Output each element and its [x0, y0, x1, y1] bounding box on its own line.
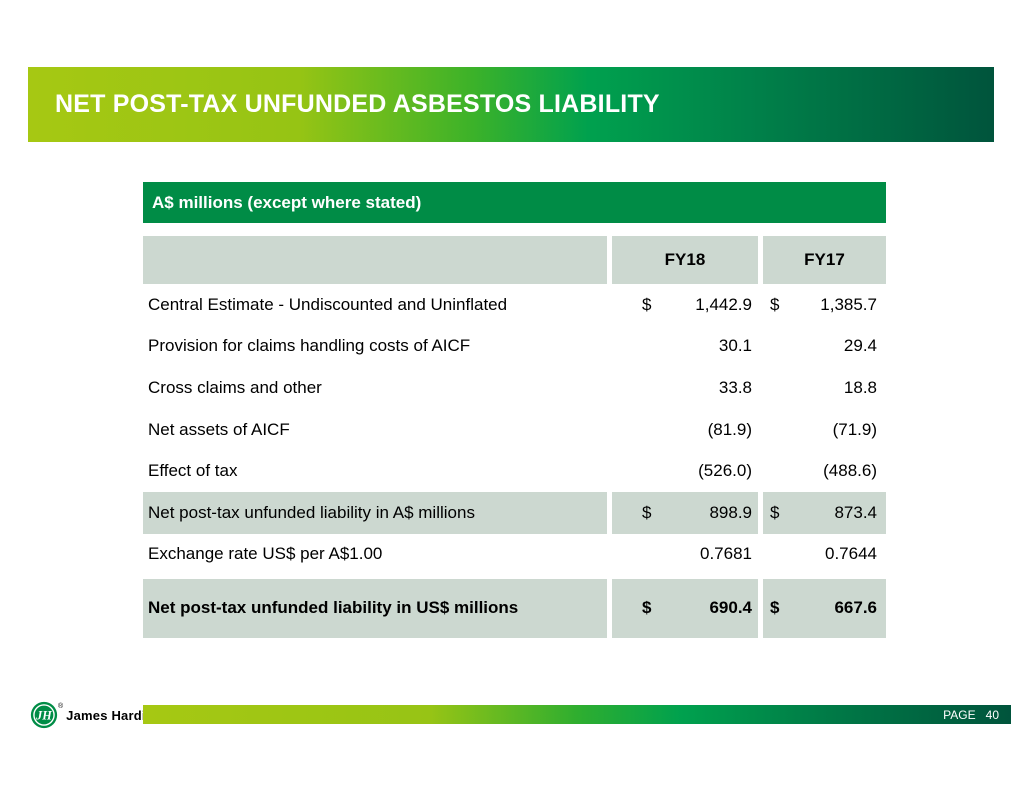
fy18-cell: 30.1: [612, 326, 758, 368]
fy17-cell: $873.4: [763, 491, 886, 534]
page-title: NET POST-TAX UNFUNDED ASBESTOS LIABILITY: [55, 90, 660, 118]
james-hardie-logo-icon: JH: [30, 701, 58, 729]
fy18-value: 1,442.9: [695, 294, 752, 314]
fy18-cell: 0.7681: [612, 534, 758, 575]
fy17-value: 0.7644: [825, 544, 877, 564]
fy18-value: (81.9): [707, 419, 752, 439]
fy18-value: 33.8: [718, 377, 752, 397]
currency-symbol: $: [642, 294, 652, 314]
fy18-cell: $1,442.9: [612, 284, 758, 326]
fy17-cell: (71.9): [763, 409, 886, 451]
currency-symbol: $: [770, 598, 780, 618]
column-header-fy18: FY18: [612, 236, 758, 284]
column-header-fy17: FY17: [763, 236, 886, 284]
table-header-bar: A$ millions (except where stated): [143, 182, 886, 223]
currency-symbol: $: [642, 598, 652, 618]
row-label: Provision for claims handling costs of A…: [148, 336, 471, 356]
fy17-cell: 29.4: [763, 326, 886, 368]
row-label: Central Estimate - Undiscounted and Unin…: [148, 294, 508, 314]
table-row-net-liability-usd: Net post-tax unfunded liability in US$ m…: [143, 578, 886, 638]
row-label: Effect of tax: [148, 461, 238, 481]
row-label: Net post-tax unfunded liability in A$ mi…: [143, 491, 607, 534]
fy17-value: (71.9): [832, 419, 877, 439]
footer-bar: PAGE 40: [143, 705, 1011, 724]
currency-symbol: $: [642, 502, 652, 522]
fy17-value: 29.4: [843, 336, 877, 356]
fy17-cell: 0.7644: [763, 534, 886, 575]
fy17-cell: (488.6): [763, 450, 886, 492]
fy17-value: 1,385.7: [820, 294, 877, 314]
currency-symbol: $: [770, 294, 780, 314]
table-header-label: A$ millions (except where stated): [152, 192, 422, 212]
row-label: Net post-tax unfunded liability in US$ m…: [143, 578, 607, 638]
row-label: Exchange rate US$ per A$1.00: [148, 544, 383, 564]
brand-name: James Hardie: [66, 707, 154, 723]
table-row-effect-of-tax: Effect of tax (526.0) (488.6): [143, 450, 886, 492]
table-row-net-liability-aud: Net post-tax unfunded liability in A$ mi…: [143, 491, 886, 534]
fy17-cell: 18.8: [763, 367, 886, 409]
page-label: PAGE: [943, 707, 976, 722]
fy17-value: 18.8: [843, 377, 877, 397]
column-header-blank: [143, 236, 607, 284]
table-row-cross-claims: Cross claims and other 33.8 18.8: [143, 367, 886, 409]
currency-symbol: $: [770, 502, 780, 522]
fy18-value: 690.4: [709, 598, 752, 618]
fy18-value: 30.1: [718, 336, 752, 356]
fy18-cell: 33.8: [612, 367, 758, 409]
fy18-cell: $690.4: [612, 578, 758, 638]
fy17-value: (488.6): [823, 461, 877, 481]
asbestos-liability-table: A$ millions (except where stated) FY18 F…: [143, 182, 886, 638]
title-bar: NET POST-TAX UNFUNDED ASBESTOS LIABILITY: [28, 67, 994, 142]
row-label: Net assets of AICF: [148, 419, 290, 439]
row-label: Cross claims and other: [148, 377, 322, 397]
fy17-value: 873.4: [834, 502, 877, 522]
fy17-cell: $1,385.7: [763, 284, 886, 326]
table-row-claims-handling: Provision for claims handling costs of A…: [143, 326, 886, 368]
fy17-cell: $667.6: [763, 578, 886, 638]
fy18-value: 0.7681: [700, 544, 752, 564]
table-row-exchange-rate: Exchange rate US$ per A$1.00 0.7681 0.76…: [143, 534, 886, 575]
table-row-net-assets-aicf: Net assets of AICF (81.9) (71.9): [143, 409, 886, 451]
fy17-value: 667.6: [834, 598, 877, 618]
column-header-row: FY18 FY17: [143, 236, 886, 284]
fy18-cell: (526.0): [612, 450, 758, 492]
svg-text:JH: JH: [35, 708, 52, 722]
fy18-cell: (81.9): [612, 409, 758, 451]
table-row-central-estimate: Central Estimate - Undiscounted and Unin…: [143, 284, 886, 326]
footer-brand: JH ® James Hardie: [30, 701, 153, 729]
registered-trademark-symbol: ®: [58, 702, 64, 710]
fy18-value: (526.0): [698, 461, 752, 481]
page-number: 40: [985, 707, 999, 722]
fy18-value: 898.9: [709, 502, 752, 522]
fy18-cell: $898.9: [612, 491, 758, 534]
